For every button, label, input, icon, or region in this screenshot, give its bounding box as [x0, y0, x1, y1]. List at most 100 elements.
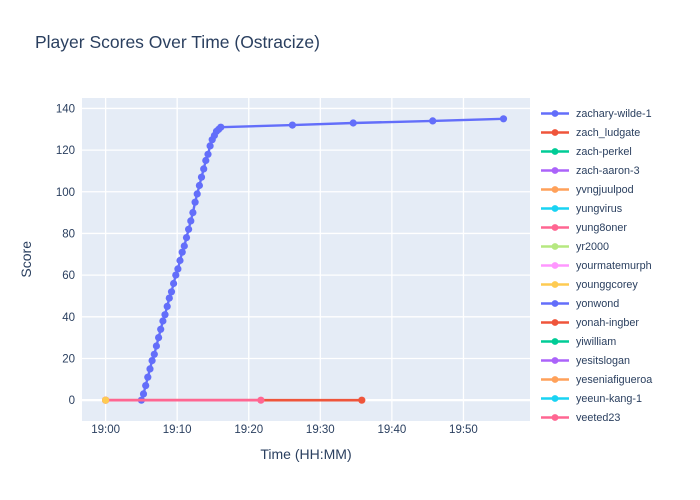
- data-point[interactable]: [429, 117, 437, 125]
- data-point[interactable]: [172, 271, 180, 279]
- legend-label: zach_ludgate: [576, 126, 641, 139]
- legend-item-yiwilliam[interactable]: yiwilliam: [540, 332, 698, 351]
- data-point[interactable]: [195, 181, 203, 190]
- x-tick-label: 19:10: [163, 424, 192, 436]
- series-zachary-wilde-1[interactable]: [137, 115, 508, 404]
- y-axis-title-wrap: Score: [18, 98, 34, 421]
- data-point[interactable]: [155, 334, 163, 342]
- data-point[interactable]: [150, 350, 158, 358]
- legend-swatch-icon: [541, 167, 569, 174]
- x-tick-label: 19:00: [91, 424, 120, 436]
- data-point[interactable]: [182, 234, 191, 242]
- data-point[interactable]: [159, 317, 167, 325]
- y-tick-label: 140: [56, 103, 75, 115]
- legend-label: yonah-ingber: [576, 316, 640, 329]
- legend-label: yourmatemurph: [576, 259, 652, 272]
- data-point[interactable]: [174, 265, 182, 273]
- legend-swatch-icon: [541, 262, 569, 269]
- y-tick-label: 20: [62, 353, 75, 365]
- legend-item-yesitslogan[interactable]: yesitslogan: [540, 351, 698, 370]
- legend-label: yeseniafigueroa: [576, 373, 653, 386]
- legend-swatch-icon: [541, 224, 569, 231]
- legend-swatch-icon: [541, 129, 569, 136]
- legend-label: yeeun-kang-1: [576, 392, 643, 405]
- legend-item-yvngjuulpod[interactable]: yvngjuulpod: [540, 180, 698, 199]
- legend-label: yeeted23: [576, 411, 621, 422]
- legend-item-yeeun-kang-1[interactable]: yeeun-kang-1: [540, 389, 698, 408]
- legend-item-yonwond[interactable]: yonwond: [540, 294, 698, 313]
- x-tick-label: 19:20: [234, 424, 263, 436]
- legend-swatch-icon: [541, 148, 569, 155]
- data-point[interactable]: [142, 382, 150, 390]
- legend-item-younggcorey[interactable]: younggcorey: [540, 275, 698, 294]
- data-point[interactable]: [187, 217, 195, 225]
- data-point[interactable]: [176, 256, 184, 265]
- data-point[interactable]: [144, 373, 152, 381]
- legend-item-yonah-ingber[interactable]: yonah-ingber: [540, 313, 698, 332]
- legend-item-yeeted23[interactable]: yeeted23: [540, 408, 698, 421]
- legend-item-zachary-wilde-1[interactable]: zachary-wilde-1: [540, 104, 698, 123]
- data-point[interactable]: [257, 396, 265, 404]
- data-point[interactable]: [206, 142, 214, 150]
- x-axis-title: Time (HH:MM): [260, 446, 352, 462]
- legend-item-zach-aaron-3[interactable]: zach-aaron-3: [540, 161, 698, 180]
- data-point[interactable]: [191, 198, 199, 206]
- legend-item-zach-perkel[interactable]: zach-perkel: [540, 142, 698, 161]
- data-point[interactable]: [180, 242, 188, 250]
- legend-label: zach-aaron-3: [576, 164, 640, 177]
- legend-item-zach_ludgate[interactable]: zach_ludgate: [540, 123, 698, 142]
- data-point[interactable]: [185, 225, 193, 233]
- data-point[interactable]: [217, 123, 225, 131]
- data-point[interactable]: [197, 173, 206, 181]
- data-point[interactable]: [288, 121, 296, 129]
- plot-area: [82, 98, 530, 421]
- legend-swatch-icon: [541, 414, 569, 421]
- data-point[interactable]: [170, 279, 178, 288]
- legend-item-yr2000[interactable]: yr2000: [540, 237, 698, 256]
- data-point[interactable]: [102, 396, 110, 404]
- legend-label: yungvirus: [576, 202, 623, 215]
- data-point[interactable]: [161, 311, 169, 319]
- data-point[interactable]: [163, 302, 171, 310]
- legend-item-yeseniafigueroa[interactable]: yeseniafigueroa: [540, 370, 698, 389]
- data-point[interactable]: [152, 342, 160, 350]
- data-point[interactable]: [148, 357, 156, 365]
- x-tick-label: 19:30: [306, 424, 335, 436]
- data-point[interactable]: [358, 396, 366, 404]
- data-point[interactable]: [189, 209, 197, 217]
- legend-swatch-icon: [541, 357, 569, 364]
- legend-swatch-icon: [541, 376, 569, 383]
- data-point[interactable]: [165, 294, 173, 302]
- legend-swatch-icon: [541, 186, 569, 193]
- legend-swatch-icon: [541, 110, 569, 117]
- data-point[interactable]: [499, 115, 508, 123]
- y-axis-title: Score: [18, 241, 34, 278]
- legend-label: yvngjuulpod: [576, 183, 634, 196]
- data-point[interactable]: [204, 150, 212, 158]
- data-point[interactable]: [200, 165, 208, 173]
- y-tick-label: 40: [62, 312, 75, 324]
- data-point[interactable]: [146, 365, 154, 373]
- legend-label: yesitslogan: [576, 354, 631, 367]
- data-point[interactable]: [157, 325, 165, 333]
- legend-label: zachary-wilde-1: [576, 107, 652, 120]
- data-point[interactable]: [349, 119, 357, 127]
- data-point[interactable]: [139, 390, 148, 398]
- data-point[interactable]: [167, 288, 176, 296]
- legend-item-yung8oner[interactable]: yung8oner: [540, 218, 698, 237]
- y-tick-label: 80: [62, 228, 75, 240]
- data-point[interactable]: [193, 190, 201, 198]
- series-younggcorey[interactable]: [102, 396, 110, 404]
- data-point[interactable]: [178, 248, 186, 256]
- legend-label: younggcorey: [576, 278, 638, 291]
- y-tick-label: 120: [56, 145, 75, 157]
- legend-swatch-icon: [541, 395, 569, 402]
- x-tick-label: 19:50: [449, 424, 478, 436]
- legend-label: yiwilliam: [576, 335, 617, 348]
- legend-item-yourmatemurph[interactable]: yourmatemurph: [540, 256, 698, 275]
- legend-item-yungvirus[interactable]: yungvirus: [540, 199, 698, 218]
- legend-swatch-icon: [541, 319, 569, 326]
- data-point[interactable]: [202, 156, 210, 165]
